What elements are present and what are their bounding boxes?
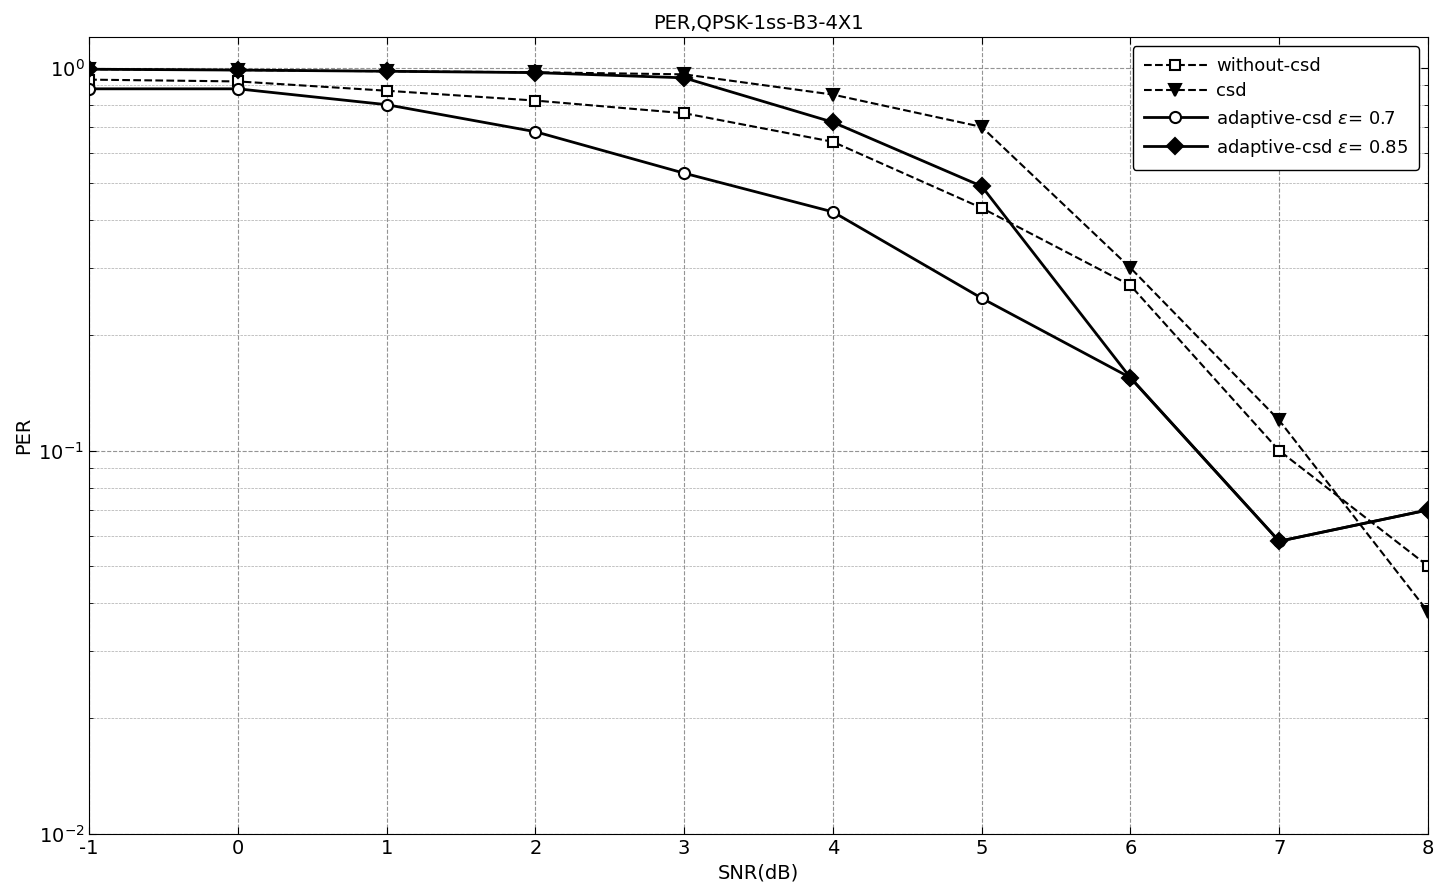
adaptive-csd $\varepsilon$= 0.7 [1122,373,1140,383]
adaptive-csd $\varepsilon$= 0.85 [378,66,395,77]
adaptive-csd $\varepsilon$= 0.85 [973,181,990,192]
csd [527,67,544,78]
without-csd [1270,445,1287,456]
csd [229,65,246,75]
csd [675,69,692,80]
csd [973,122,990,133]
without-csd [973,202,990,213]
adaptive-csd $\varepsilon$= 0.7 [229,83,246,94]
without-csd [675,108,692,118]
Line: csd: csd [83,63,1434,618]
adaptive-csd $\varepsilon$= 0.7 [81,83,98,94]
csd [378,66,395,77]
csd [1122,263,1140,273]
Line: without-csd: without-csd [84,74,1432,571]
without-csd [1419,561,1436,572]
adaptive-csd $\varepsilon$= 0.7 [1270,536,1287,547]
Legend: without-csd, csd, adaptive-csd $\varepsilon$= 0.7, adaptive-csd $\varepsilon$= 0: without-csd, csd, adaptive-csd $\varepsi… [1132,47,1419,169]
csd [1419,607,1436,617]
adaptive-csd $\varepsilon$= 0.85 [1419,504,1436,515]
without-csd [378,85,395,96]
Y-axis label: PER: PER [14,417,33,454]
X-axis label: SNR(dB): SNR(dB) [718,863,799,882]
adaptive-csd $\varepsilon$= 0.85 [81,64,98,74]
adaptive-csd $\varepsilon$= 0.85 [229,65,246,75]
adaptive-csd $\varepsilon$= 0.7 [378,99,395,110]
csd [824,90,841,100]
adaptive-csd $\varepsilon$= 0.7 [1419,504,1436,515]
adaptive-csd $\varepsilon$= 0.85 [527,67,544,78]
Line: adaptive-csd $\varepsilon$= 0.7: adaptive-csd $\varepsilon$= 0.7 [84,83,1434,547]
adaptive-csd $\varepsilon$= 0.85 [824,116,841,127]
without-csd [81,74,98,85]
adaptive-csd $\varepsilon$= 0.7 [973,293,990,304]
without-csd [527,95,544,106]
csd [1270,415,1287,426]
Title: PER,QPSK-1ss-B3-4X1: PER,QPSK-1ss-B3-4X1 [653,14,864,33]
adaptive-csd $\varepsilon$= 0.85 [1122,373,1140,383]
Line: adaptive-csd $\varepsilon$= 0.85: adaptive-csd $\varepsilon$= 0.85 [84,64,1434,547]
without-csd [1122,280,1140,291]
adaptive-csd $\varepsilon$= 0.85 [675,73,692,83]
csd [81,64,98,74]
adaptive-csd $\varepsilon$= 0.7 [824,206,841,217]
adaptive-csd $\varepsilon$= 0.85 [1270,536,1287,547]
without-csd [824,136,841,147]
adaptive-csd $\varepsilon$= 0.7 [675,168,692,178]
without-csd [229,76,246,87]
adaptive-csd $\varepsilon$= 0.7 [527,126,544,137]
